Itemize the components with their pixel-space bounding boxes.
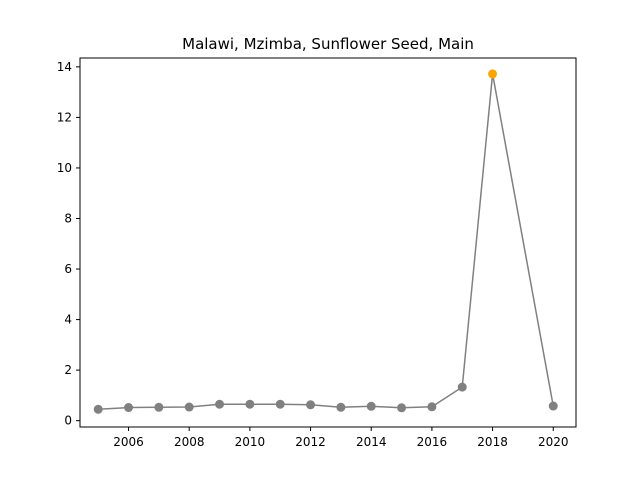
y-axis: 0 2 4 6 8 10 12 14 xyxy=(57,60,80,428)
data-point xyxy=(427,402,436,411)
y-tick-label: 0 xyxy=(64,414,72,428)
series-layer xyxy=(94,69,558,413)
data-point xyxy=(185,403,194,412)
data-point xyxy=(458,383,467,392)
y-tick-label: 12 xyxy=(57,110,72,124)
x-tick-label: 2018 xyxy=(477,435,508,449)
x-tick-label: 2006 xyxy=(113,435,144,449)
data-point xyxy=(549,402,558,411)
data-point xyxy=(367,402,376,411)
y-tick-label: 10 xyxy=(57,161,72,175)
y-tick-label: 2 xyxy=(64,363,72,377)
x-tick-label: 2010 xyxy=(235,435,266,449)
y-tick-label: 14 xyxy=(57,60,72,74)
x-tick-label: 2012 xyxy=(295,435,326,449)
y-tick-label: 6 xyxy=(64,262,72,276)
x-tick-label: 2020 xyxy=(538,435,569,449)
data-point xyxy=(124,403,133,412)
y-tick-label: 4 xyxy=(64,313,72,327)
series-line xyxy=(98,74,553,409)
data-point xyxy=(336,403,345,412)
data-point xyxy=(245,400,254,409)
y-tick-label: 8 xyxy=(64,211,72,225)
plot-area xyxy=(80,58,576,427)
x-tick-label: 2016 xyxy=(417,435,448,449)
highlight-point xyxy=(488,69,497,78)
data-point xyxy=(306,400,315,409)
x-tick-label: 2014 xyxy=(356,435,387,449)
data-point xyxy=(154,403,163,412)
x-tick-label: 2008 xyxy=(174,435,205,449)
data-point xyxy=(397,403,406,412)
data-point xyxy=(276,400,285,409)
chart-title: Malawi, Mzimba, Sunflower Seed, Main xyxy=(182,35,474,53)
data-point xyxy=(94,405,103,414)
data-point xyxy=(215,400,224,409)
x-axis: 2006 2008 2010 2012 2014 2016 2018 2020 xyxy=(113,427,568,449)
